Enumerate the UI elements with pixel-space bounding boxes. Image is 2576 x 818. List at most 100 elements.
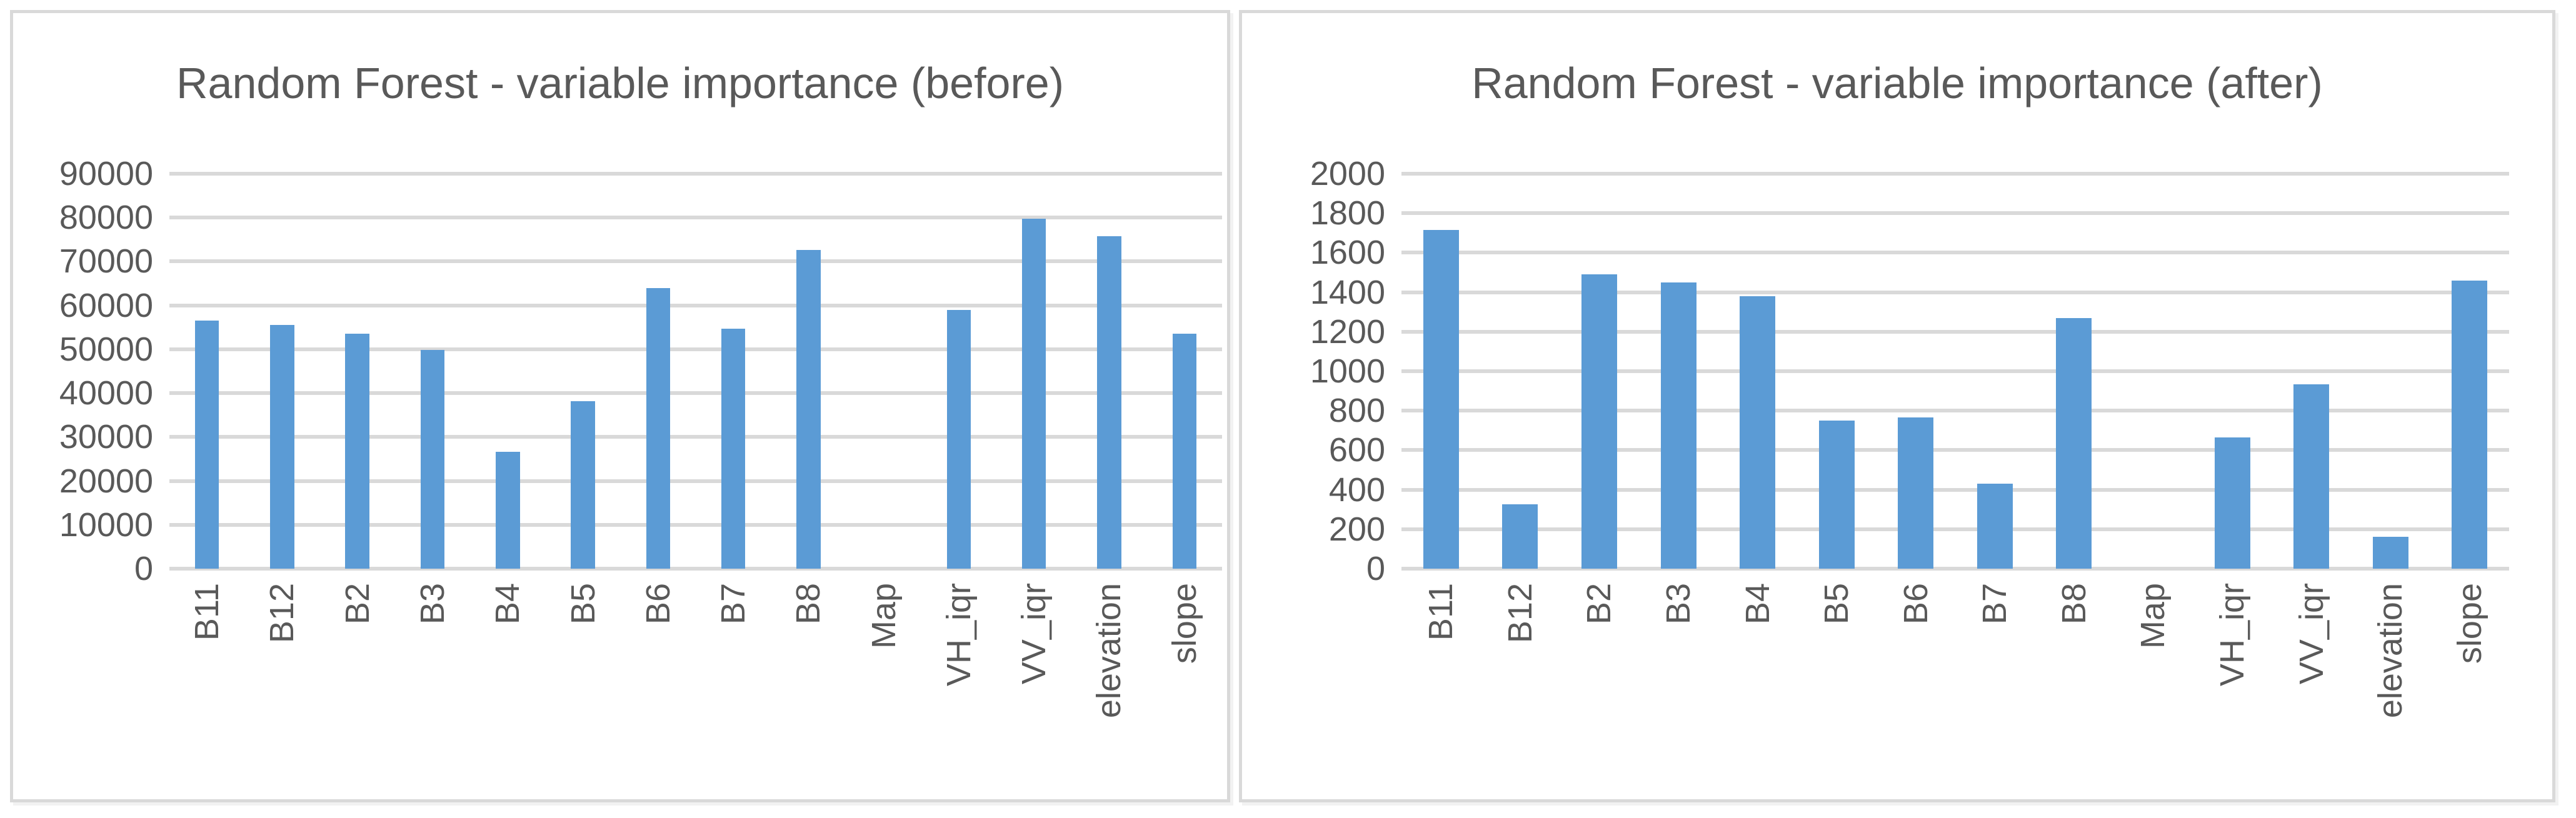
x-axis-category: VV_iqr — [996, 583, 1071, 799]
x-axis-category: B5 — [1797, 583, 1877, 799]
x-axis-category: B4 — [1718, 583, 1797, 799]
bar-slot — [696, 174, 771, 569]
y-axis-tick-label: 0 — [134, 550, 153, 587]
x-axis-category-label: VH_iqr — [2213, 583, 2252, 687]
y-axis-tick-label: 1800 — [1310, 194, 1385, 232]
x-axis-category-label: B4 — [489, 583, 527, 625]
x-axis-category-label: B7 — [1976, 583, 2014, 625]
x-axis-category: B5 — [545, 583, 620, 799]
y-axis-tick-label: 30000 — [59, 418, 153, 456]
bar-slot — [2430, 174, 2510, 569]
gridline — [169, 303, 1222, 307]
bar-B5 — [1818, 421, 1855, 569]
gridline — [169, 347, 1222, 351]
gridline — [1401, 487, 2509, 492]
y-axis-tick-label: 0 — [1366, 550, 1385, 587]
bar-slot — [1401, 174, 1481, 569]
x-axis-category-label: elevation — [1090, 583, 1128, 719]
x-axis-category: VH_iqr — [2193, 583, 2272, 799]
bar-VV_iqr — [1021, 219, 1046, 569]
bar-slot — [996, 174, 1071, 569]
bar-series-before — [169, 174, 1222, 569]
chart-panel-before: Random Forest - variable importance (bef… — [10, 10, 1230, 802]
y-axis-tick-label: 200 — [1328, 510, 1385, 548]
gridline — [1401, 290, 2509, 294]
x-axis-category: elevation — [2351, 583, 2430, 799]
x-axis-category-label: Map — [865, 583, 903, 649]
y-axis-after: 0 200 400 600 800 1000 1200 1400 1600 1800 2000 — [1242, 157, 1394, 586]
bar-B5 — [571, 401, 595, 569]
bar-slot — [244, 174, 319, 569]
bar-B3 — [420, 349, 445, 569]
y-axis-tick-label: 1600 — [1310, 234, 1385, 272]
bar-slot — [1071, 174, 1146, 569]
bar-B8 — [2056, 317, 2092, 569]
gridline — [1401, 369, 2509, 373]
bar-B4 — [496, 452, 520, 569]
x-axis-category-label: B3 — [1659, 583, 1697, 625]
gridline — [169, 259, 1222, 264]
bar-B12 — [1502, 504, 1538, 569]
bar-elevation — [1097, 236, 1121, 569]
bar-VH_iqr — [2214, 437, 2250, 569]
bar-B11 — [194, 321, 219, 569]
y-axis-tick-label: 10000 — [59, 506, 153, 544]
x-axis-category-label: VV_iqr — [2292, 583, 2330, 685]
gridline — [1401, 567, 2509, 571]
x-axis-category: Map — [2113, 583, 2193, 799]
bar-slot — [1955, 174, 2035, 569]
gridline — [169, 172, 1222, 176]
bar-slot — [395, 174, 470, 569]
bar-slot — [1876, 174, 1955, 569]
x-axis-category-label: B6 — [1897, 583, 1935, 625]
x-axis-category-label: VV_iqr — [1015, 583, 1053, 685]
x-axis-category-label: B12 — [1501, 583, 1539, 644]
bar-slot — [2193, 174, 2272, 569]
plot-area-after — [1401, 172, 2510, 571]
x-axis-category: B4 — [470, 583, 545, 799]
bar-slope — [2452, 280, 2488, 569]
bar-B6 — [1898, 417, 1934, 569]
x-axis-category: slope — [1147, 583, 1222, 799]
gridline — [169, 391, 1222, 396]
x-axis-category: B8 — [771, 583, 846, 799]
bar-elevation — [2372, 537, 2408, 569]
x-axis-before: B11 B12 B2 B3 B4 B5 B6 B7 B8 Map VH_iqr VV_iqr eleva… — [169, 583, 1222, 799]
x-axis-category-label: slope — [2450, 583, 2488, 664]
x-axis-category-label: B2 — [1580, 583, 1618, 625]
gridline — [1401, 251, 2509, 255]
gridline — [1401, 409, 2509, 413]
bar-B2 — [345, 333, 369, 569]
y-axis-tick-label: 90000 — [59, 155, 153, 192]
x-axis-category-label: B7 — [714, 583, 753, 625]
bar-B8 — [796, 249, 821, 569]
bar-slot — [771, 174, 846, 569]
bar-slot — [1718, 174, 1797, 569]
bar-B12 — [270, 325, 294, 569]
x-axis-category-label: B4 — [1738, 583, 1777, 625]
bar-slot — [1481, 174, 1560, 569]
bar-slot — [1147, 174, 1222, 569]
gridline — [1401, 211, 2509, 216]
y-axis-tick-label: 20000 — [59, 462, 153, 500]
x-axis-category: B8 — [2035, 583, 2114, 799]
bar-slot — [169, 174, 244, 569]
gridline — [169, 567, 1222, 571]
bar-slot — [1797, 174, 1877, 569]
x-axis-category: B11 — [169, 583, 244, 799]
chart-title-before: Random Forest - variable importance (bef… — [176, 59, 1065, 107]
x-axis-category: B6 — [1876, 583, 1955, 799]
x-axis-category-label: B6 — [639, 583, 677, 625]
x-axis-category-label: B11 — [1422, 583, 1460, 641]
y-axis-tick-label: 2000 — [1310, 155, 1385, 192]
y-axis-tick-label: 70000 — [59, 242, 153, 281]
bar-B2 — [1581, 274, 1617, 569]
bar-slot — [846, 174, 921, 569]
y-axis-tick-label: 1400 — [1310, 273, 1385, 311]
x-axis-category: B12 — [1481, 583, 1560, 799]
x-axis-category: VH_iqr — [921, 583, 996, 799]
bar-slot — [545, 174, 620, 569]
bar-VH_iqr — [946, 309, 971, 569]
x-axis-category-label: B5 — [564, 583, 602, 625]
bar-slot — [2351, 174, 2430, 569]
